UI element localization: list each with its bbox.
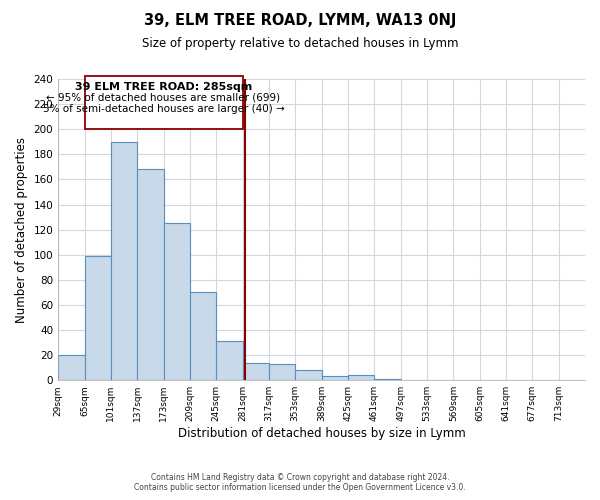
Bar [85,256,111,380]
Y-axis label: Number of detached properties: Number of detached properties [15,136,28,322]
Text: ← 95% of detached houses are smaller (699): ← 95% of detached houses are smaller (69… [46,93,281,103]
Text: 39, ELM TREE ROAD, LYMM, WA13 0NJ: 39, ELM TREE ROAD, LYMM, WA13 0NJ [144,12,456,28]
Bar [190,292,216,380]
Bar [111,142,137,380]
Text: Contains public sector information licensed under the Open Government Licence v3: Contains public sector information licen… [134,482,466,492]
Text: Contains HM Land Registry data © Crown copyright and database right 2024.: Contains HM Land Registry data © Crown c… [151,472,449,482]
Text: Size of property relative to detached houses in Lymm: Size of property relative to detached ho… [142,38,458,51]
Text: 39 ELM TREE ROAD: 285sqm: 39 ELM TREE ROAD: 285sqm [75,82,252,92]
FancyBboxPatch shape [85,76,242,129]
Bar [242,362,269,380]
Text: 5% of semi-detached houses are larger (40) →: 5% of semi-detached houses are larger (4… [43,104,284,114]
Bar [348,375,374,380]
Bar [216,342,242,380]
Bar [269,364,295,380]
X-axis label: Distribution of detached houses by size in Lymm: Distribution of detached houses by size … [178,427,466,440]
Bar [58,355,85,380]
Bar [164,224,190,380]
Bar [322,376,348,380]
Bar [137,170,164,380]
Bar [295,370,322,380]
Bar [374,379,401,380]
